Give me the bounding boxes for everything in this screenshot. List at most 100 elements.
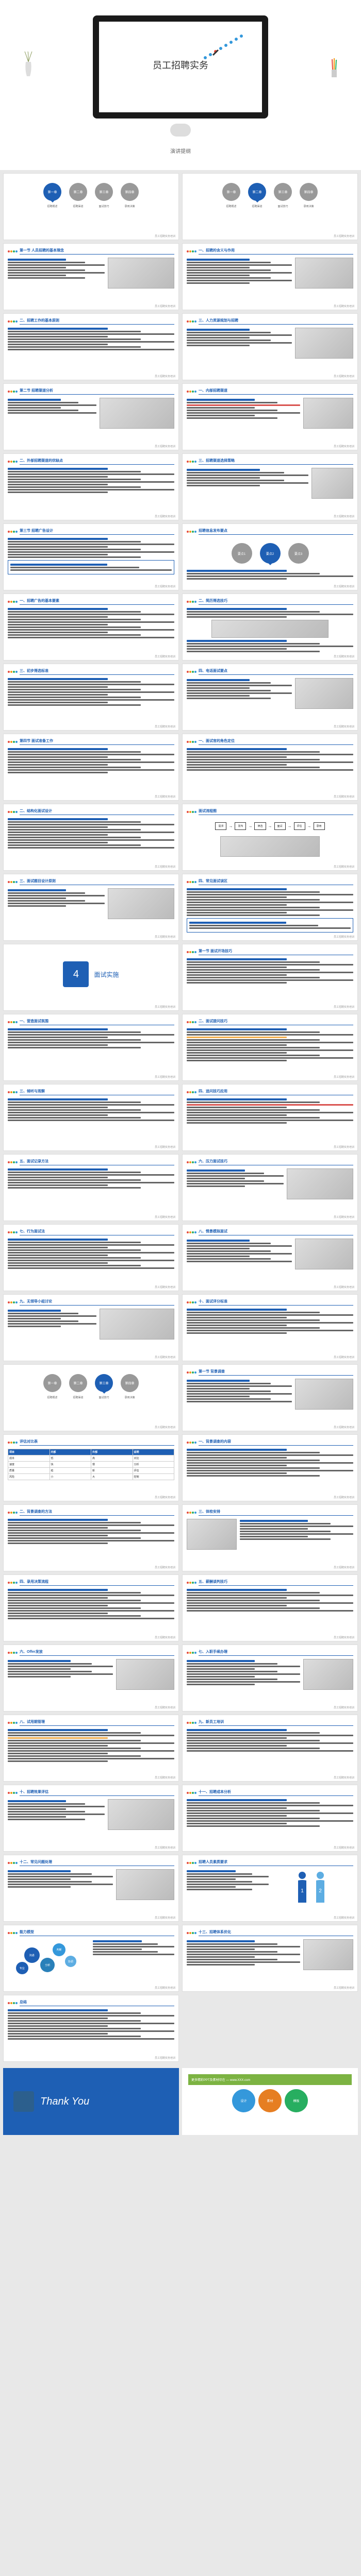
text-line [10,567,139,568]
slide-2: 第一节 人员招聘的基本理念员工招聘实务培训 [3,243,179,310]
slide-footer: 员工招聘实务培训 [155,1706,175,1709]
table-header: 项目 [8,1449,50,1455]
nav-circle-3[interactable]: 第四章录用决策 [121,183,139,201]
text-line [187,1735,353,1736]
nav-circle-1[interactable]: 第二章招聘渠道 [248,183,266,201]
nav-circle-1[interactable]: 第二章招聘渠道 [69,1374,87,1392]
table-cell: 分析 [133,1462,174,1468]
text-line [187,961,320,963]
text-line [187,337,250,338]
text-line [8,1114,108,1116]
text-line [187,648,287,650]
text-line [8,756,108,758]
text-line [8,1602,174,1604]
slide-37: 一、背景调查的内容员工招聘实务培训 [182,1434,358,1501]
nav-circle-0[interactable]: 第一章招聘概述 [43,183,61,201]
text-line [187,972,353,973]
slide-footer: 员工招聘实务培训 [334,1355,354,1359]
text-line [8,834,108,836]
text-line [8,691,174,693]
text-line [8,407,61,409]
slide-3: 一、招聘的含义与作用员工招聘实务培训 [182,243,358,310]
text-line [8,1819,85,1820]
text-line [8,538,108,540]
slide-title: 一、招聘广告的基本要素 [20,598,174,605]
slide-38: 二、背景调查的方法员工招聘实务培训 [3,1504,179,1571]
slide-title: 四、电话面试要点 [199,668,353,675]
nav-circle-1[interactable]: 第二章招聘渠道 [69,183,87,201]
text-line [8,1522,141,1523]
text-line [8,1249,141,1251]
text-line [187,269,271,271]
text-line [187,480,284,481]
nav-label: 录用决策 [124,205,135,208]
info-circle[interactable]: 设计 [232,2089,255,2112]
info-circle[interactable]: 素材 [258,2089,282,2112]
logo-dots [187,461,196,463]
text-line [187,1309,287,1311]
text-line [8,349,174,350]
text-line [187,1243,271,1244]
text-line [8,1117,141,1118]
content-image [116,1869,174,1900]
slide-21: 四、常见面试误区员工招聘实务培训 [182,874,358,941]
info-circle[interactable]: 模板 [285,2089,308,2112]
text-line [187,1886,236,1888]
nav-circle-2[interactable]: 第三章面试技巧 [95,183,113,201]
slide-footer: 员工招聘实务培训 [155,1145,175,1149]
nav-circle-3[interactable]: 第四章录用决策 [300,183,318,201]
nav-circle-2[interactable]: 第三章面试技巧 [95,1374,113,1392]
nav-circle-3[interactable]: 第四章录用决策 [121,1374,139,1392]
text-line [187,1240,250,1242]
text-line [8,1109,141,1111]
slide-title: 十、招聘效果评估 [20,1789,174,1796]
text-line [8,1876,113,1877]
text-line [8,697,141,698]
text-line [187,1258,271,1260]
text-line [8,1037,108,1038]
slide-34: 第一章招聘概述第二章招聘渠道第三章面试技巧第四章录用决策员工招聘实务培训 [3,1364,179,1431]
text-line [187,1884,269,1885]
text-line [8,678,108,680]
text-line [8,1668,71,1670]
text-line [8,1310,61,1312]
slide-title: 三、面试题目设计原则 [20,878,174,885]
nav-circle-0[interactable]: 第一章招聘概述 [43,1374,61,1392]
table-header: 内部 [50,1449,91,1455]
text-line [8,686,108,688]
text-line [8,1760,108,1762]
logo-dots [8,1792,18,1794]
text-line [8,2018,108,2019]
text-line [8,1034,174,1036]
slide-footer: 员工招聘实务培训 [334,1846,354,1850]
slide-43: 七、入职手续办理员工招聘实务培训 [182,1645,358,1711]
text-line [8,1615,141,1617]
nav-circle-0[interactable]: 第一章招聘概述 [222,183,240,201]
slide-title: 一、背景调查的内容 [199,1439,353,1446]
content-image [295,1379,353,1410]
nav-label: 招聘渠道 [73,1396,83,1399]
cover-subtitle: 演讲提纲 [10,147,351,155]
text-line [187,1668,255,1670]
chapter-nav: 第一章招聘概述第二章招聘渠道第三章面试技巧第四章录用决策 [8,178,174,206]
text-line [187,1396,250,1397]
slide-footer: 员工招聘实务培训 [334,935,354,939]
slide-4: 二、招聘工作的基本原则员工招聘实务培训 [3,313,179,380]
logo-dots [187,1862,196,1864]
text-line [187,1818,320,1819]
text-line [8,476,108,478]
text-line [187,1684,255,1685]
slide-title: 四、追问技巧应用 [199,1089,353,1095]
text-line [187,1322,353,1324]
slide-1: 第一章招聘概述第二章招聘渠道第三章面试技巧第四章录用决策员工招聘实务培训 [182,173,358,240]
text-line [187,1049,353,1051]
text-line [8,616,108,618]
text-line [8,341,174,343]
text-line [8,473,174,475]
text-line [187,967,287,968]
text-line [8,614,174,615]
text-line [8,1535,108,1536]
text-line [8,277,85,279]
nav-circle-2[interactable]: 第三章面试技巧 [274,183,292,201]
text-line [187,1180,264,1182]
